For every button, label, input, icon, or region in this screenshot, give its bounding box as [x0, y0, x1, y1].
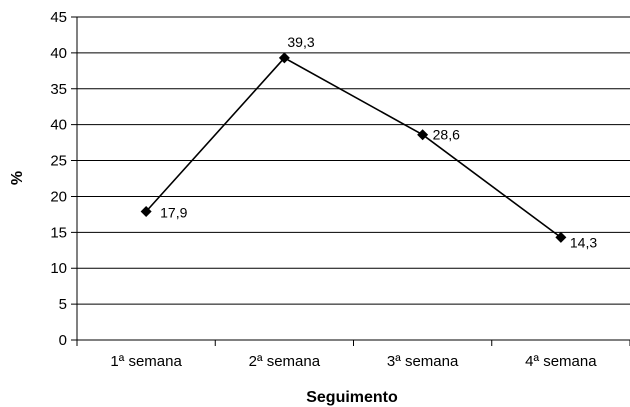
- y-tick-label: 45: [50, 9, 67, 26]
- y-tick-label: 10: [50, 260, 67, 277]
- data-point-marker: [417, 129, 429, 141]
- x-tick-label: 3ª semana: [387, 353, 459, 370]
- y-tick-label: 40: [50, 45, 67, 62]
- x-tick-label: 4ª semana: [525, 353, 597, 370]
- data-labels: 17,9 39,3 28,6 14,3: [160, 34, 597, 250]
- y-tick-label: 40: [50, 117, 67, 134]
- y-tick-label: 5: [59, 296, 67, 313]
- x-tick-label: 1ª semana: [110, 353, 182, 370]
- series-line-path: [145, 56, 562, 239]
- x-axis: 1ª semana 2ª semana 3ª semana 4ª semana: [76, 17, 630, 370]
- data-label: 14,3: [570, 234, 597, 250]
- y-tick-label: 0: [59, 332, 67, 349]
- y-tick-label: 35: [50, 81, 67, 98]
- y-tick-label: 15: [50, 224, 67, 241]
- y-tick-labels: 0 5 10 15 20 25 40 35 40 45: [50, 9, 67, 349]
- series-line: [140, 52, 567, 243]
- data-label: 39,3: [287, 34, 314, 50]
- data-point-marker: [278, 52, 290, 64]
- data-label: 28,6: [433, 127, 460, 143]
- y-axis-title: %: [9, 171, 26, 185]
- data-point-marker: [140, 206, 152, 218]
- x-axis-title: Seguimento: [306, 389, 398, 406]
- gridlines: [71, 16, 630, 341]
- data-label: 17,9: [160, 205, 187, 221]
- y-tick-label: 20: [50, 188, 67, 205]
- x-tick-label: 2ª semana: [249, 353, 321, 370]
- y-tick-label: 25: [50, 153, 67, 170]
- data-point-marker: [555, 231, 567, 243]
